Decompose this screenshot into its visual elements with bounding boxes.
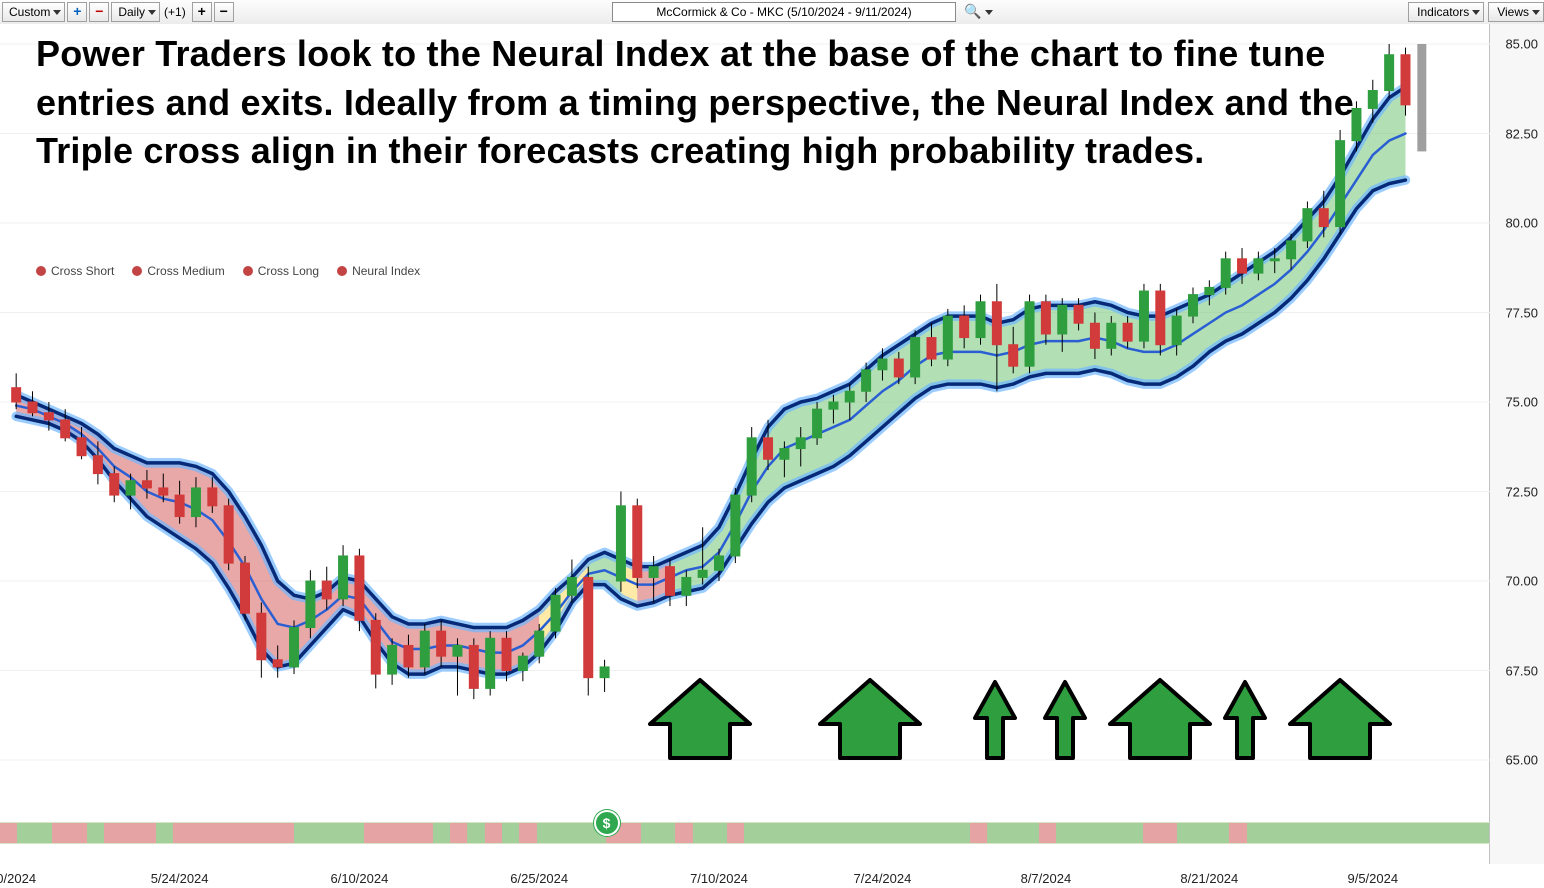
- interval-select[interactable]: Daily: [111, 2, 160, 22]
- search-icon[interactable]: 🔍: [964, 3, 993, 20]
- x-tick-label: 7/24/2024: [854, 871, 912, 886]
- y-tick-label: 77.50: [1505, 305, 1538, 320]
- x-tick-label: 9/5/2024: [1347, 871, 1398, 886]
- event-marker: $: [594, 810, 620, 836]
- x-tick-label: 6/25/2024: [510, 871, 568, 886]
- toolbar: Custom + − Daily (+1) + − McCormick & Co…: [0, 0, 1544, 25]
- x-tick-label: 8/7/2024: [1021, 871, 1072, 886]
- y-tick-label: 75.00: [1505, 395, 1538, 410]
- overlay-annotation: Power Traders look to the Neural Index a…: [36, 30, 1386, 176]
- offset-label: (+1): [164, 5, 186, 19]
- x-tick-label: 0/2024: [0, 871, 36, 886]
- range-minus-button[interactable]: −: [89, 2, 109, 22]
- y-tick-label: 72.50: [1505, 484, 1538, 499]
- offset-plus-button[interactable]: +: [192, 2, 212, 22]
- x-tick-label: 5/24/2024: [151, 871, 209, 886]
- y-tick-label: 80.00: [1505, 216, 1538, 231]
- x-tick-label: 8/21/2024: [1180, 871, 1238, 886]
- legend: Cross ShortCross MediumCross LongNeural …: [36, 264, 420, 278]
- offset-minus-button[interactable]: −: [214, 2, 234, 22]
- y-tick-label: 82.50: [1505, 126, 1538, 141]
- views-button[interactable]: Views: [1488, 2, 1544, 22]
- chart-title: McCormick & Co - MKC (5/10/2024 - 9/11/2…: [612, 2, 956, 22]
- neural-index-strip: [0, 822, 1490, 844]
- indicators-button[interactable]: Indicators: [1408, 2, 1484, 22]
- range-plus-button[interactable]: +: [67, 2, 87, 22]
- y-tick-label: 67.50: [1505, 663, 1538, 678]
- x-tick-label: 6/10/2024: [330, 871, 388, 886]
- y-tick-label: 85.00: [1505, 37, 1538, 52]
- range-select[interactable]: Custom: [2, 2, 65, 22]
- y-tick-label: 70.00: [1505, 574, 1538, 589]
- x-tick-label: 7/10/2024: [690, 871, 748, 886]
- chart-area: Cross ShortCross MediumCross LongNeural …: [0, 24, 1544, 888]
- y-tick-label: 65.00: [1505, 753, 1538, 768]
